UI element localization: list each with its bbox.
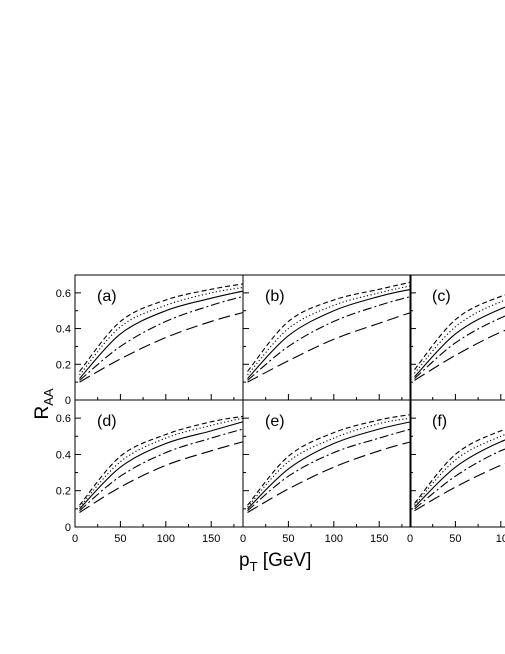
x-axis-title-unit: [GeV] [258,550,312,571]
panel-label: (b) [265,288,285,305]
series-line-long-dash [414,463,505,512]
x-tick-label: 0 [240,533,246,545]
panel-label: (f) [432,413,447,430]
x-tick-label-cut: 10 [496,533,505,545]
series-line-dotted [247,417,412,508]
panel-f: (f) [409,399,505,528]
panel-label: (a) [97,288,117,305]
y-axis-title-main: R [32,406,53,420]
series-line-short-dash [79,283,244,372]
series-line-dash-dot [79,295,244,381]
panel-label: (c) [432,288,451,305]
series-line-dash-dot [79,428,244,512]
series-line-solid [79,290,244,379]
panels-layer: (a) (b) (c) (d) (e) (f) 0 0.2 0.4 0.6 0 0.2 0.4 0.6 0 5… [56,274,505,545]
series-line-short-dash [414,294,505,370]
x-tick-label: 50 [114,533,126,545]
series-line-long-dash [79,441,244,513]
x-tick-label: 0 [407,533,413,545]
series-line-solid [247,421,412,510]
y-tick-label: 0.6 [56,288,71,300]
x-tick-label: 50 [449,533,461,545]
series-line-dash-dot [414,448,505,510]
x-tick-label: 100 [157,533,175,545]
y-tick-label: 0.4 [56,324,71,336]
x-axis-title: pT [GeV] [239,550,311,574]
series-line-dotted [79,286,244,376]
series-line-short-dash [79,415,244,506]
x-tick-label: 150 [202,533,220,545]
series-line-solid [247,288,412,379]
y-tick-label: 0.4 [56,449,71,461]
x-tick-label: 100 [325,533,343,545]
x-axis-title-sub: T [250,559,258,574]
series-line-dash-dot [414,315,505,379]
y-tick-label: 0.2 [56,486,71,498]
panel-label: (e) [265,413,285,430]
y-axis-title: RAA [32,388,56,419]
y-tick-label: 0.2 [56,359,71,371]
series-line-solid [79,421,244,510]
panel-frame [409,274,505,401]
x-axis-title-main: p [239,550,250,571]
series-line-dotted [414,299,505,374]
panel-frame [409,399,505,528]
series-line-short-dash [414,428,505,504]
panel-d: (d) [74,399,244,528]
series-line-dash-dot [247,295,412,381]
y-axis-title-sub: AA [41,388,56,406]
series-line-long-dash [79,311,244,383]
x-tick-label: 50 [282,533,294,545]
series-line-long-dash [247,441,412,513]
series-line-dash-dot [247,428,412,512]
y-tick-label: 0.6 [56,413,71,425]
series-line-solid [414,306,505,378]
panel-label: (d) [97,413,117,430]
series-line-long-dash [247,311,412,383]
series-line-dotted [79,417,244,508]
series-line-short-dash [247,281,412,372]
series-line-solid [414,439,505,508]
panel-c: (c) [409,274,505,401]
series-line-dotted [414,434,505,506]
panel-frame [242,399,412,528]
x-tick-label: 0 [72,533,78,545]
panel-a: (a) [74,274,244,401]
x-tick-label: 150 [370,533,388,545]
y-tick-label: 0 [65,395,71,407]
series-line-long-dash [414,329,505,381]
series-line-short-dash [247,413,412,506]
panel-b: (b) [242,274,412,401]
y-tick-label: 0 [65,522,71,534]
panel-e: (e) [242,399,412,528]
